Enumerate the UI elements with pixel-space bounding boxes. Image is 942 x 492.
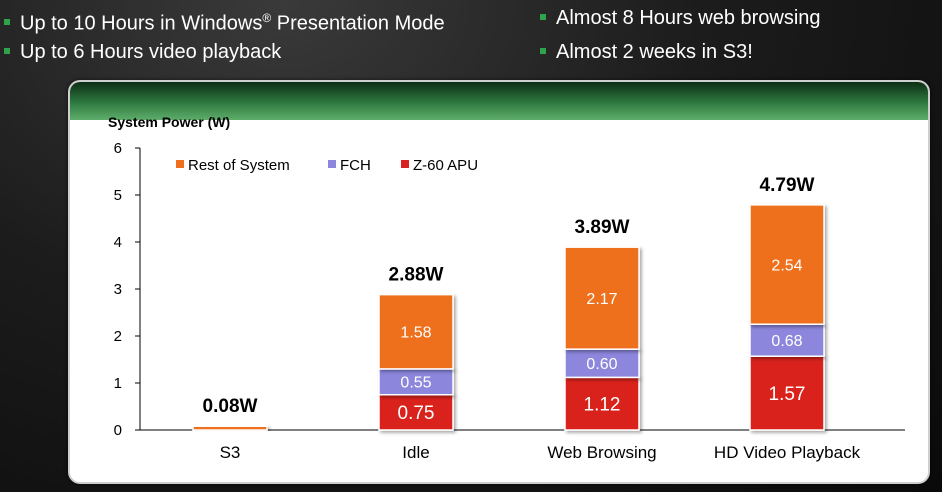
y-tick-label: 3 xyxy=(114,281,122,298)
bullet-video-playback: Up to 6 Hours video playback xyxy=(4,40,281,64)
bar-segment xyxy=(564,348,640,379)
bar-segment xyxy=(378,368,454,396)
legend-label: FCH xyxy=(340,157,371,174)
y-axis-label: System Power (W) xyxy=(108,114,230,130)
segment-value-label: 2.54 xyxy=(771,257,802,274)
y-tick-label: 2 xyxy=(114,328,122,345)
bar-segment xyxy=(564,246,640,350)
segment-value-label: 1.57 xyxy=(769,384,806,405)
segment-value-label: 0.75 xyxy=(398,403,435,424)
bar-total-label: 3.89W xyxy=(575,217,630,238)
bullet-square-icon xyxy=(4,19,10,26)
category-label: S3 xyxy=(220,443,241,462)
segment-value-label: 1.12 xyxy=(584,395,621,416)
bullet-web-browsing: Almost 8 Hours web browsing xyxy=(540,6,821,30)
y-tick-label: 6 xyxy=(114,140,122,157)
bullet-text: Almost 8 Hours web browsing xyxy=(556,7,821,29)
bullet-square-icon xyxy=(540,13,546,20)
bar-total-label: 2.88W xyxy=(389,265,444,286)
category-label: HD Video Playback xyxy=(714,443,861,462)
category-label: Web Browsing xyxy=(547,443,656,462)
bullet-points: Up to 10 Hours in Windows® Presentation … xyxy=(0,0,942,72)
segment-value-label: 0.55 xyxy=(400,375,431,392)
y-tick-label: 1 xyxy=(114,375,122,392)
chart-panel-header xyxy=(70,82,928,120)
legend-swatch xyxy=(328,160,336,168)
registered-mark: ® xyxy=(262,11,272,25)
segment-value-label: 1.58 xyxy=(400,325,431,342)
y-tick-label: 4 xyxy=(114,234,122,251)
bullet-text: Presentation Mode xyxy=(271,12,445,35)
bullet-text: Up to 6 Hours video playback xyxy=(20,41,282,63)
bar-segment xyxy=(192,425,268,431)
bullet-s3-standby: Almost 2 weeks in S3! xyxy=(540,40,753,64)
legend-label: Z-60 APU xyxy=(413,157,478,174)
legend-label: Rest of System xyxy=(188,157,290,174)
legend-swatch xyxy=(176,160,184,168)
segment-value-label: 2.17 xyxy=(586,291,617,308)
bar-segment xyxy=(749,204,825,325)
bar-segment xyxy=(378,293,454,370)
bullet-text: Almost 2 weeks in S3! xyxy=(556,41,753,63)
bar-total-label: 4.79W xyxy=(760,175,815,196)
segment-value-label: 0.68 xyxy=(771,333,802,350)
bar-total-label: 0.08W xyxy=(203,396,258,417)
legend-swatch xyxy=(401,160,409,168)
bullet-square-icon xyxy=(540,47,546,54)
category-label: Idle xyxy=(402,443,429,462)
y-tick-label: 5 xyxy=(114,187,122,204)
bar-segment xyxy=(564,376,640,431)
bullet-square-icon xyxy=(4,47,10,54)
bullet-text: Up to 10 Hours in Windows xyxy=(20,12,263,35)
segment-value-label: 0.60 xyxy=(586,356,617,373)
y-tick-label: 0 xyxy=(114,422,122,439)
bullet-presentation-mode: Up to 10 Hours in Windows® Presentation … xyxy=(4,6,445,36)
bar-segment xyxy=(749,323,825,357)
